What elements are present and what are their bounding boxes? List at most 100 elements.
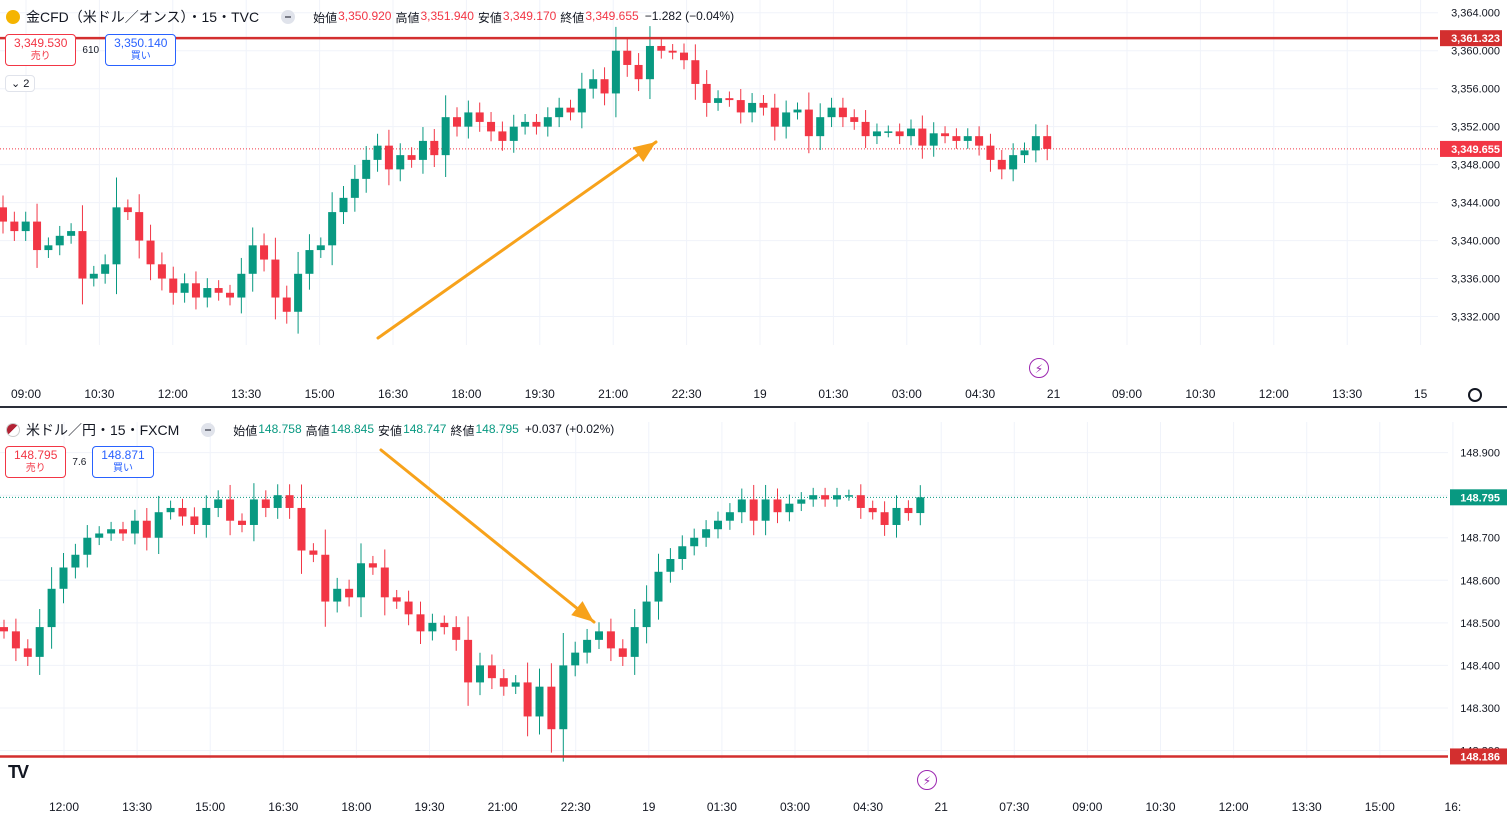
candle xyxy=(273,495,282,508)
candle xyxy=(180,283,189,293)
candle xyxy=(345,588,354,598)
buy-button[interactable]: 3,350.140 買い xyxy=(105,34,177,66)
price-axis-label: 3,364.000 xyxy=(1451,8,1500,20)
price-axis-label: 3,348.000 xyxy=(1451,160,1500,172)
gold-symbol-title[interactable]: 金CFD（米ドル／オンス）・15・TVC xyxy=(26,9,260,25)
hline-price-label: 3,361.323 xyxy=(1451,33,1500,45)
candle xyxy=(203,288,212,298)
candle xyxy=(589,79,598,89)
visibility-toggle-icon[interactable] xyxy=(281,10,296,24)
lightning-event-icon[interactable]: ⚡ xyxy=(1029,358,1049,378)
candle xyxy=(892,507,901,525)
candle xyxy=(595,631,603,640)
candle xyxy=(511,682,520,687)
candle xyxy=(1009,155,1018,170)
sell-button[interactable]: 148.795 売り xyxy=(5,446,67,478)
candle xyxy=(952,136,961,141)
candle xyxy=(963,136,972,141)
usdjpy-price-chart[interactable]: 148.900148.800148.700148.600148.500148.4… xyxy=(0,409,1507,819)
buy-price: 3,350.140 xyxy=(114,36,168,50)
gold-chart-pane[interactable]: 3,364.000 3,360.000 3,356.000 3,352.000 3,34… xyxy=(0,0,1507,407)
candle xyxy=(559,665,568,730)
candle xyxy=(904,507,913,514)
candle xyxy=(1031,136,1040,151)
settings-gear-icon[interactable] xyxy=(1468,388,1482,402)
time-axis-label: 13:30 xyxy=(122,800,152,814)
candle xyxy=(785,503,794,513)
candle xyxy=(154,512,163,538)
pane-divider[interactable] xyxy=(0,406,1507,408)
change-value: −1.282 (−0.04%) xyxy=(644,8,735,23)
candle xyxy=(33,221,42,251)
candle xyxy=(441,117,450,156)
candle xyxy=(407,155,416,160)
candle xyxy=(238,520,246,525)
time-axis-label: 18:00 xyxy=(341,800,371,814)
candle xyxy=(844,495,853,497)
time-axis-label: 22:30 xyxy=(561,800,591,814)
candle xyxy=(759,102,768,108)
price-axis-label: 3,332.000 xyxy=(1451,312,1500,324)
candle xyxy=(782,112,791,127)
candle xyxy=(770,107,779,127)
time-axis-label: 09:00 xyxy=(11,387,41,401)
hline-price-label: 148.186 xyxy=(1460,751,1500,763)
us-flag-icon xyxy=(6,423,20,437)
time-axis-label: 16: xyxy=(1445,800,1462,814)
candle xyxy=(884,131,893,133)
trend-arrow xyxy=(379,448,596,624)
close-label: 終値 xyxy=(450,423,475,438)
gold-symbol-icon xyxy=(6,10,20,24)
usdjpy-symbol-title[interactable]: 米ドル／円・15・FXCM xyxy=(26,422,180,438)
time-axis-label: 12:00 xyxy=(1259,387,1289,401)
sell-button[interactable]: 3,349.530 売り xyxy=(5,34,77,66)
tradingview-logo[interactable]: TV xyxy=(8,762,29,782)
candle xyxy=(880,512,889,525)
candle xyxy=(78,231,87,279)
candle xyxy=(452,627,461,640)
candle xyxy=(328,212,337,246)
candle xyxy=(600,79,609,94)
candle xyxy=(130,520,139,534)
candle xyxy=(547,686,556,730)
candle xyxy=(523,682,532,717)
time-axis-label: 13:30 xyxy=(1332,387,1362,401)
candle xyxy=(916,497,925,514)
candle xyxy=(797,499,806,504)
time-axis-label: 15:00 xyxy=(305,387,335,401)
price-axis-label: 3,344.000 xyxy=(1451,198,1500,210)
collapse-indicators-button[interactable]: ⌄ 2 xyxy=(5,75,36,92)
candle xyxy=(668,50,677,53)
candle xyxy=(271,259,280,298)
candle xyxy=(453,117,461,127)
sell-price: 3,349.530 xyxy=(14,36,68,50)
candle xyxy=(350,178,359,198)
candle xyxy=(260,245,269,260)
candle xyxy=(714,520,722,530)
visibility-toggle-icon[interactable] xyxy=(201,423,216,437)
time-axis-label: 21:00 xyxy=(488,800,518,814)
candle xyxy=(55,235,64,246)
candle xyxy=(680,52,688,61)
candle xyxy=(297,507,306,551)
usdjpy-chart-pane[interactable]: 148.900148.800148.700148.600148.500148.4… xyxy=(0,409,1507,819)
time-axis-label: 15 xyxy=(1414,387,1428,401)
price-axis-label: 148.900 xyxy=(1460,448,1500,460)
time-axis-label: 09:00 xyxy=(1112,387,1142,401)
candle xyxy=(35,627,44,657)
candle xyxy=(71,554,80,568)
candle xyxy=(112,207,121,265)
candle xyxy=(418,140,427,160)
buy-price: 148.871 xyxy=(101,448,145,462)
candle xyxy=(428,622,437,632)
hline-price-tag xyxy=(1450,748,1507,765)
candle xyxy=(487,665,496,679)
candle xyxy=(59,567,68,589)
buy-label: 買い xyxy=(112,463,133,474)
gold-price-chart[interactable]: 3,364.000 3,360.000 3,356.000 3,352.000 3,34… xyxy=(0,0,1507,407)
lightning-event-icon[interactable]: ⚡ xyxy=(917,770,937,790)
candle xyxy=(169,278,178,293)
candle xyxy=(793,109,802,113)
buy-button[interactable]: 148.871 買い xyxy=(92,446,154,478)
last-price-tag xyxy=(1450,489,1507,506)
